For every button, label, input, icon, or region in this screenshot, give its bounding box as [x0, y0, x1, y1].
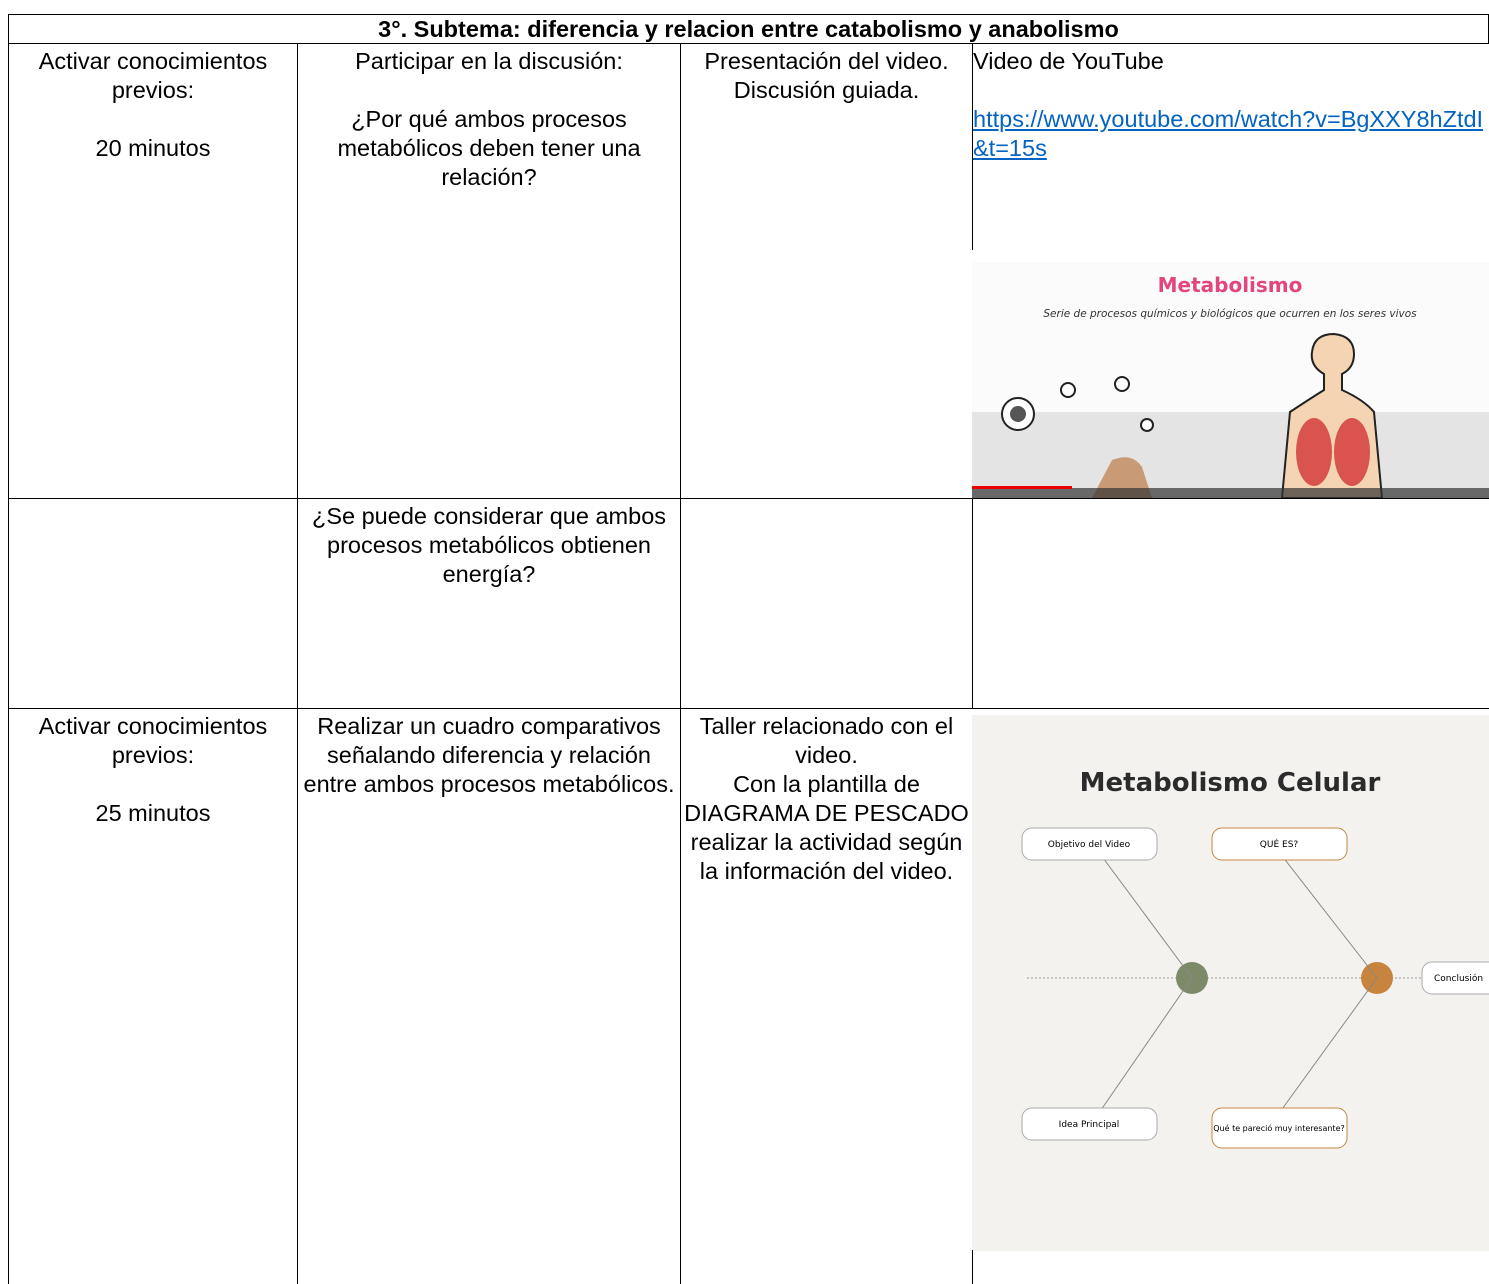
cell-text: Con la plantilla de DIAGRAMA DE PESCADO …	[684, 771, 969, 884]
cell-text: https://www.youtube.com/watch?v=BgXXY8hZ…	[973, 105, 1489, 163]
border	[8, 14, 9, 1284]
cell-text: ¿Se puede considerar que ambos procesos …	[311, 503, 667, 587]
border	[8, 498, 1489, 499]
cell-text: Participar en la discusión:	[355, 48, 623, 74]
thumb-title: Metabolismo	[1158, 273, 1303, 297]
fishbone-label: Conclusión	[1434, 973, 1483, 984]
cell-text: Presentación del video. Discusión guiada…	[704, 48, 949, 103]
fishbone-title: Metabolismo Celular	[1080, 768, 1381, 798]
video-link[interactable]: https://www.youtube.com/watch?v=BgXXY8hZ…	[973, 106, 1484, 161]
border	[972, 1250, 973, 1284]
border	[8, 43, 1489, 44]
cell-text: 25 minutos	[95, 800, 211, 826]
fishbone-label: Idea Principal	[1059, 1120, 1120, 1130]
cell-text: Video de YouTube	[973, 48, 1164, 74]
table-cell: Realizar un cuadro comparativos señaland…	[297, 710, 681, 801]
table-cell: Taller relacionado con el video. Con la p…	[680, 710, 973, 888]
fishbone-image: Metabolismo Celular Objetivo del Video Q…	[972, 715, 1489, 1251]
cell-text: 20 minutos	[95, 135, 211, 161]
table-cell: Video de YouTube https://www.youtube.com/…	[972, 45, 1489, 165]
fishbone-label: Qué te pareció muy interesante?	[1213, 1123, 1344, 1133]
cell-text: Activar conocimientos previos:	[38, 713, 268, 768]
fishbone-label: Objetivo del Video	[1048, 840, 1131, 850]
video-thumbnail: Metabolismo Serie de procesos químicos y…	[972, 262, 1489, 498]
border	[680, 43, 681, 1284]
table-cell: Participar en la discusión: ¿Por qué ambo…	[297, 45, 681, 194]
table-cell: ¿Se puede considerar que ambos procesos …	[297, 500, 681, 591]
border	[297, 43, 298, 1284]
table-cell: Presentación del video. Discusión guiada…	[680, 45, 973, 107]
border	[8, 708, 1489, 709]
cell-text: Realizar un cuadro comparativos señaland…	[303, 713, 675, 797]
table-title: 3°. Subtema: diferencia y relacion entre…	[378, 16, 1119, 42]
cell-text: ¿Por qué ambos procesos metabólicos debe…	[337, 106, 641, 190]
cell-text: Activar conocimientos previos:	[38, 48, 268, 103]
border	[8, 14, 1489, 15]
table-cell: Activar conocimientos previos: 20 minutos	[8, 45, 298, 165]
thumb-subtitle: Serie de procesos químicos y biológicos …	[1043, 308, 1417, 320]
table-cell: Activar conocimientos previos: 25 minutos	[8, 710, 298, 830]
border	[972, 498, 973, 708]
border	[972, 43, 973, 250]
fishbone-label: QUÉ ES?	[1260, 838, 1299, 850]
cell-text: Taller relacionado con el video.	[699, 713, 954, 768]
